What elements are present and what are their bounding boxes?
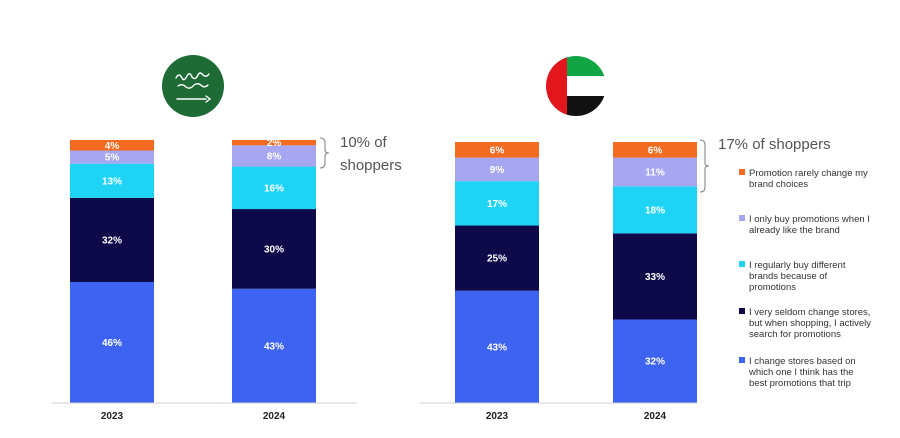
- data-label: 32%: [645, 357, 665, 368]
- legend-label: already like the brand: [749, 225, 840, 236]
- saudi-flag-icon: [162, 55, 224, 117]
- bar-segment: [455, 142, 539, 158]
- data-label: 17%: [487, 199, 507, 210]
- bar-segment: [232, 140, 316, 146]
- data-label: 16%: [264, 183, 284, 194]
- bar-segment: [613, 142, 697, 158]
- legend-swatch: [739, 357, 745, 363]
- data-label: 32%: [102, 235, 122, 246]
- bar-segment: [455, 181, 539, 226]
- bar-segment: [70, 282, 154, 403]
- bar-segment: [455, 225, 539, 291]
- chart-panel-2: 43% 25% 17% 9% 6% 2023 32% 33% 18% 11% 6% 2024 17% o…: [420, 136, 831, 422]
- data-label: 5%: [105, 153, 120, 164]
- legend-label: brand choices: [749, 179, 808, 190]
- legend-swatch: [739, 169, 745, 175]
- bar-segment: [455, 290, 539, 403]
- bar-segment: [70, 150, 154, 164]
- legend-swatch: [739, 308, 745, 314]
- data-label: 43%: [487, 342, 507, 353]
- data-label: 18%: [645, 205, 665, 216]
- x-tick-label: 2024: [263, 411, 286, 422]
- legend-label: I change stores based on: [749, 356, 856, 367]
- legend-item: I very seldom change stores,but when sho…: [739, 307, 871, 340]
- data-label: 8%: [267, 151, 282, 162]
- bar-segment: [232, 145, 316, 167]
- panels-layer: 46% 32% 13% 5%4% 2023 43% 30% 16% 8% 2% 2024 10% of…: [52, 134, 831, 422]
- data-label: 2%: [267, 138, 282, 149]
- bracket: [699, 139, 710, 193]
- legend-label: which one I think has the: [748, 367, 854, 378]
- bar-segment: [70, 140, 154, 151]
- chart-panel-1: 46% 32% 13% 5%4% 2023 43% 30% 16% 8% 2% 2024 10% of…: [52, 134, 402, 422]
- legend-label: Promotion rarely change my: [749, 168, 868, 179]
- bar-segment: [70, 197, 154, 283]
- uae-flag-icon: [546, 56, 606, 116]
- data-label: 6%: [490, 145, 505, 156]
- legend-swatch: [739, 215, 745, 221]
- data-label: 25%: [487, 254, 507, 265]
- x-tick-label: 2023: [486, 411, 509, 422]
- legend-label: I very seldom change stores,: [749, 307, 870, 318]
- annotation-text: 17% of shoppers: [718, 136, 831, 153]
- legend-label: best promotions that trip: [749, 378, 851, 389]
- data-label: 13%: [102, 176, 122, 187]
- bar-segment: [70, 163, 154, 198]
- bar-segment: [455, 157, 539, 182]
- data-label: 30%: [264, 244, 284, 255]
- bar-segment: [232, 288, 316, 403]
- data-label: 33%: [645, 272, 665, 283]
- data-label: 4%: [105, 141, 120, 152]
- data-label: 46%: [102, 338, 122, 349]
- legend-label: promotions: [749, 282, 796, 293]
- annotation-text: shoppers: [340, 157, 402, 174]
- x-tick-label: 2023: [101, 411, 124, 422]
- data-label: 11%: [645, 168, 665, 179]
- bar-segment: [232, 166, 316, 210]
- bar-segment: [613, 157, 697, 187]
- data-label: 9%: [490, 165, 505, 176]
- bar-segment: [613, 233, 697, 320]
- data-label: 6%: [648, 145, 663, 156]
- legend-label: but when shopping, I actively: [749, 318, 871, 329]
- legend-label: I regularly buy different: [749, 260, 846, 271]
- bar-segment: [613, 319, 697, 403]
- bar-segment: [232, 209, 316, 289]
- legend-swatch: [739, 261, 745, 267]
- bar-segment: [613, 186, 697, 234]
- bracket: [319, 137, 330, 169]
- annotation-text: 10% of: [340, 134, 388, 151]
- legend-label: I only buy promotions when I: [749, 214, 870, 225]
- legend-label: brands because of: [749, 271, 828, 282]
- x-tick-label: 2024: [644, 411, 667, 422]
- data-label: 43%: [264, 341, 284, 352]
- legend-label: search for promotions: [749, 329, 841, 340]
- flags-layer: [162, 55, 606, 117]
